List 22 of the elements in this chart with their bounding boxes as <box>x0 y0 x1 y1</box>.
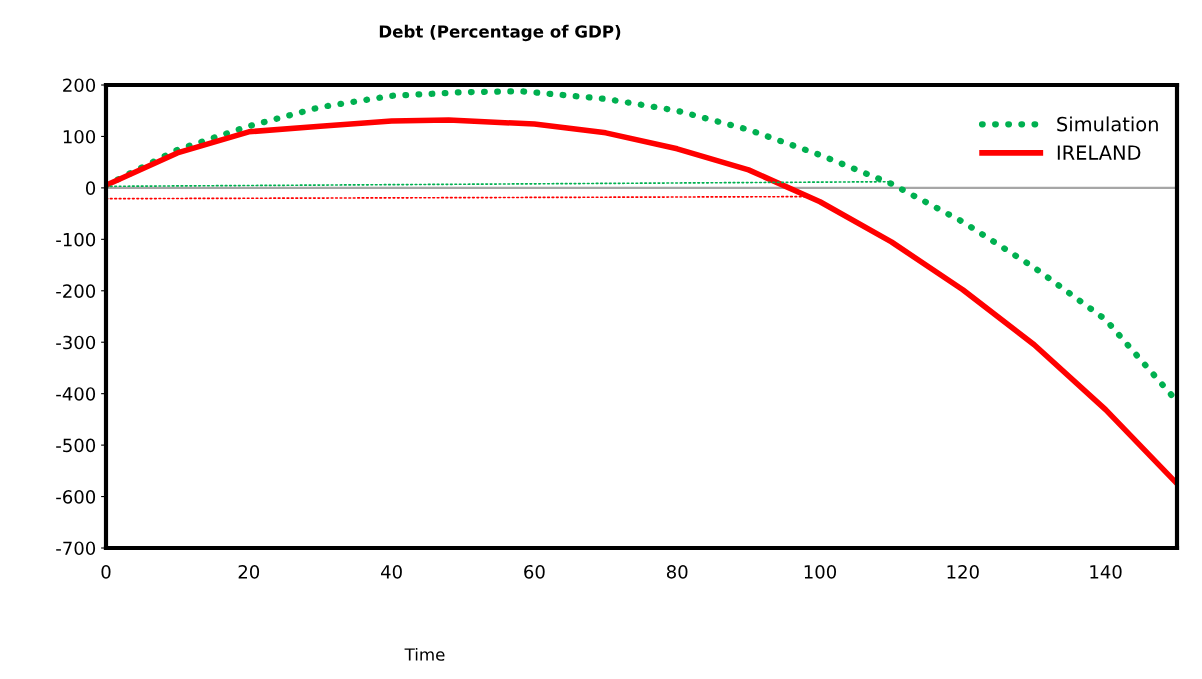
x-tick-label: 40 <box>381 564 402 579</box>
y-tick-label: -500 <box>56 438 96 453</box>
x-tick-label: 0 <box>101 564 111 579</box>
x-tick-label: 20 <box>238 564 260 579</box>
x-tick-label: 140 <box>1090 564 1122 579</box>
y-tick-label: 0 <box>85 181 96 196</box>
y-tick-label: -700 <box>56 541 96 556</box>
y-tick-label: -600 <box>56 490 96 504</box>
x-tick-label: 120 <box>947 564 979 579</box>
chart-title: Debt (Percentage of GDP) <box>379 24 621 42</box>
legend-label: IRELAND <box>1057 145 1141 160</box>
y-tick-label: -200 <box>56 284 96 298</box>
legend-label: Simulation <box>1057 116 1158 132</box>
y-tick-label: 200 <box>63 78 96 93</box>
y-tick-label: 100 <box>63 129 96 144</box>
x-tick-label: 60 <box>524 564 545 579</box>
y-tick-label: -300 <box>56 335 96 350</box>
x-axis-title: Time <box>404 647 445 661</box>
y-tick-label: -100 <box>56 232 96 247</box>
x-tick-label: 100 <box>804 564 837 579</box>
y-tick-label: -400 <box>56 387 96 401</box>
x-tick-label: 80 <box>666 564 688 579</box>
